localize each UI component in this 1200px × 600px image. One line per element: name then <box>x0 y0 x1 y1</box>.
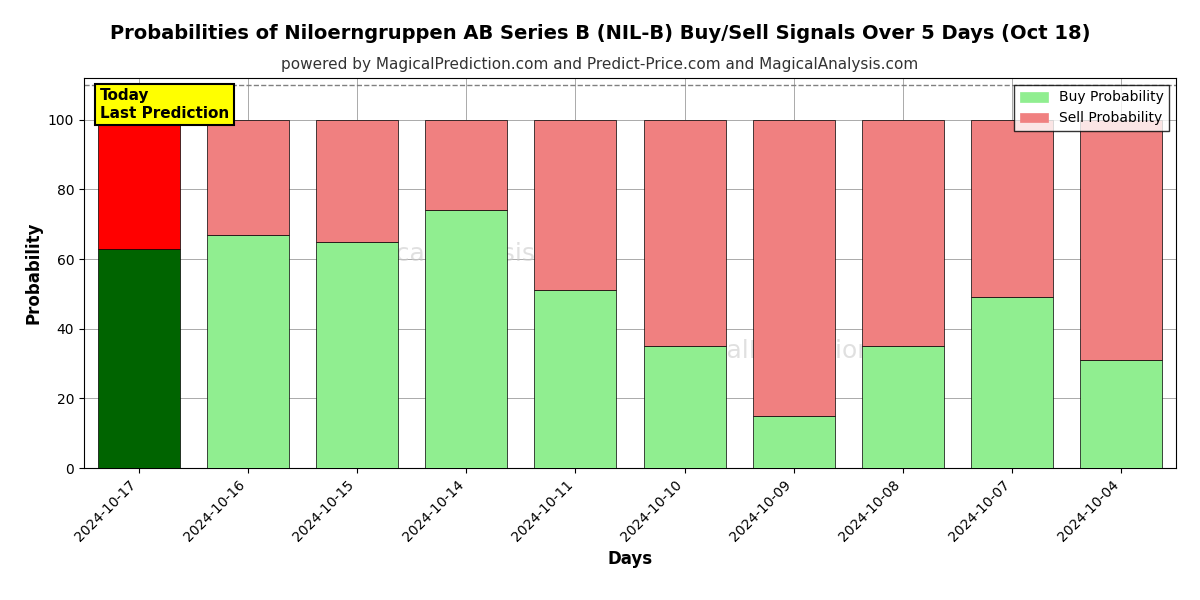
Bar <box>1080 360 1163 468</box>
Text: MagicalAnalysis.com: MagicalAnalysis.com <box>336 241 596 265</box>
Bar <box>316 120 398 242</box>
Bar <box>752 120 835 416</box>
Y-axis label: Probability: Probability <box>24 222 42 324</box>
Bar <box>206 120 289 235</box>
Legend: Buy Probability, Sell Probability: Buy Probability, Sell Probability <box>1014 85 1169 131</box>
Bar <box>425 120 508 211</box>
Bar <box>97 248 180 468</box>
Bar <box>425 211 508 468</box>
Bar <box>862 120 944 346</box>
Text: Today
Last Prediction: Today Last Prediction <box>100 88 229 121</box>
Text: Probabilities of Niloerngruppen AB Series B (NIL-B) Buy/Sell Signals Over 5 Days: Probabilities of Niloerngruppen AB Serie… <box>109 24 1091 43</box>
Text: powered by MagicalPrediction.com and Predict-Price.com and MagicalAnalysis.com: powered by MagicalPrediction.com and Pre… <box>281 57 919 72</box>
Text: MagicalPrediction.com: MagicalPrediction.com <box>653 339 935 363</box>
Bar <box>971 298 1054 468</box>
Bar <box>1080 120 1163 360</box>
Bar <box>971 120 1054 298</box>
Bar <box>643 346 726 468</box>
X-axis label: Days: Days <box>607 550 653 568</box>
Bar <box>534 120 617 290</box>
Bar <box>206 235 289 468</box>
Bar <box>862 346 944 468</box>
Bar <box>643 120 726 346</box>
Bar <box>534 290 617 468</box>
Bar <box>316 242 398 468</box>
Bar <box>97 120 180 248</box>
Bar <box>752 416 835 468</box>
